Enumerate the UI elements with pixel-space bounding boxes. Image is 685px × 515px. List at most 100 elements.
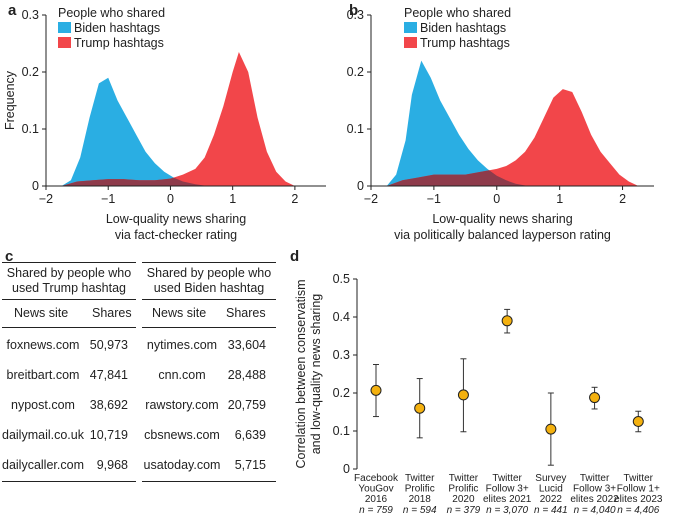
table-trump-col-shares: Shares bbox=[92, 306, 132, 320]
news-site-cell: foxnews.com bbox=[6, 338, 80, 352]
panel-a-xtick-label: −2 bbox=[39, 192, 53, 206]
study-label-line: Follow 3+ bbox=[573, 484, 616, 495]
study-label-line: elites 2021 bbox=[483, 494, 532, 505]
panel-d-ytick-label: 0.4 bbox=[333, 310, 350, 324]
study-sample-size: n = 4,040 bbox=[574, 505, 616, 515]
study-label-line: Follow 1+ bbox=[617, 484, 660, 495]
table-biden-header-rule bbox=[142, 299, 276, 300]
panel-a-xtick-label: 2 bbox=[291, 192, 298, 206]
panel-a-density-chart: People who shared Biden hashtags Trump h… bbox=[3, 6, 326, 242]
panel-b-xtick-label: −1 bbox=[427, 192, 441, 206]
table-trump-bottom-rule bbox=[2, 481, 136, 482]
panel-a-legend: People who shared Biden hashtags Trump h… bbox=[58, 6, 165, 50]
panel-b-legend: People who shared Biden hashtags Trump h… bbox=[404, 6, 511, 50]
study-sample-size: n = 594 bbox=[403, 505, 437, 515]
table-trump-title-line1: Shared by people who bbox=[6, 266, 132, 280]
panel-b-xlabel-line2: via politically balanced layperson ratin… bbox=[394, 228, 611, 242]
study-label-line: Twitter bbox=[580, 473, 610, 484]
panel-b-ytick-label: 0.1 bbox=[347, 122, 364, 136]
panel-b-xtick-label: 2 bbox=[619, 192, 626, 206]
news-site-cell: dailycaller.com bbox=[2, 458, 84, 472]
study-label-line: Prolific bbox=[448, 484, 478, 495]
shares-cell: 10,719 bbox=[89, 428, 128, 442]
news-site-cell: cnn.com bbox=[158, 368, 206, 382]
correlation-point bbox=[370, 384, 382, 396]
study-point-group bbox=[632, 410, 644, 433]
study-label-line: elites 2023 bbox=[614, 494, 663, 505]
table-biden-col-shares: Shares bbox=[226, 306, 266, 320]
correlation-point bbox=[545, 423, 557, 435]
legend-biden-label-b: Biden hashtags bbox=[420, 21, 506, 35]
table-trump-title-line2: used Trump hashtag bbox=[12, 281, 126, 295]
news-site-cell: nytimes.com bbox=[146, 338, 218, 352]
panel-b-xtick-label: 1 bbox=[556, 192, 563, 206]
legend-trump-swatch-b bbox=[404, 37, 417, 48]
table-biden-title-line2: used Biden hashtag bbox=[153, 281, 265, 295]
news-site-cell: cbsnews.com bbox=[144, 428, 220, 442]
study-label-line: Twitter bbox=[449, 473, 479, 484]
panel-b-ytick-label: 0 bbox=[357, 179, 364, 193]
study-sample-size: n = 379 bbox=[447, 505, 481, 515]
panel-a-xtick-label: 1 bbox=[229, 192, 236, 206]
study-label-line: Prolific bbox=[405, 484, 435, 495]
panel-b-density-chart: People who shared Biden hashtags Trump h… bbox=[347, 6, 654, 242]
correlation-point bbox=[632, 416, 644, 427]
panel-a-ytick-label: 0 bbox=[32, 179, 39, 193]
study-point-group bbox=[589, 386, 601, 410]
study-point-group bbox=[501, 308, 513, 334]
table-biden-col-site: News site bbox=[152, 306, 207, 320]
panel-d-ylabel-line2: and low-quality news sharing bbox=[309, 294, 323, 455]
table-trump-col-site: News site bbox=[14, 306, 69, 320]
panel-b-xtick-label: −2 bbox=[364, 192, 378, 206]
panel-a-trump-area bbox=[61, 52, 295, 186]
shares-cell: 5,715 bbox=[234, 458, 266, 472]
study-label-line: Twitter bbox=[405, 473, 435, 484]
study-label-line: elites 2022 bbox=[570, 494, 619, 505]
legend-title: People who shared bbox=[58, 6, 165, 20]
table-biden-hashtag: Shared by people who used Biden hashtag … bbox=[0, 0, 280, 515]
panel-a-ytick-label: 0.3 bbox=[22, 8, 39, 22]
study-point-group bbox=[414, 378, 426, 439]
shares-cell: 47,841 bbox=[89, 368, 128, 382]
study-label-line: 2018 bbox=[409, 494, 432, 505]
study-sample-size: n = 441 bbox=[534, 505, 568, 515]
panel-b-biden-area bbox=[386, 60, 529, 186]
correlation-point bbox=[501, 315, 513, 327]
study-label-line: Survey bbox=[535, 473, 566, 484]
shares-cell: 38,692 bbox=[89, 398, 128, 412]
panel-b-ytick-label: 0.3 bbox=[347, 8, 364, 22]
panel-d-ylabel-line1: Correlation between conservatism bbox=[294, 280, 308, 469]
table-biden-colhead-rule bbox=[142, 327, 276, 328]
shares-cell: 20,759 bbox=[227, 398, 266, 412]
news-site-cell: dailymail.co.uk bbox=[2, 428, 84, 442]
study-sample-size: n = 4,406 bbox=[617, 505, 659, 515]
panel-d-ytick-label: 0.3 bbox=[333, 348, 350, 362]
study-point-group bbox=[457, 358, 469, 433]
correlation-point bbox=[414, 402, 426, 414]
panel-label-d: d bbox=[290, 248, 300, 265]
table-trump-colhead-rule bbox=[2, 327, 136, 328]
panel-label-b: b bbox=[349, 2, 359, 19]
shares-cell: 9,968 bbox=[96, 458, 128, 472]
study-sample-size: n = 759 bbox=[359, 505, 393, 515]
study-label-line: Facebook bbox=[354, 473, 399, 484]
panel-a-xlabel-line1: Low-quality news sharing bbox=[106, 212, 246, 226]
study-sample-size: n = 3,070 bbox=[486, 505, 528, 515]
news-site-cell: breitbart.com bbox=[6, 368, 80, 382]
panel-b-xlabel-line1: Low-quality news sharing bbox=[432, 212, 572, 226]
panel-d-correlation-chart: 0 0.1 0.2 0.3 0.4 0.5 Correlation between cons… bbox=[294, 272, 663, 515]
legend-biden-swatch bbox=[58, 22, 71, 33]
table-biden-top-rule bbox=[142, 262, 276, 263]
study-label-line: Twitter bbox=[624, 473, 654, 484]
legend-biden-swatch-b bbox=[404, 22, 417, 33]
panel-b-trump-area bbox=[386, 89, 639, 186]
legend-title-b: People who shared bbox=[404, 6, 511, 20]
table-biden-bottom-rule bbox=[142, 481, 276, 482]
table-biden-title-line1: Shared by people who bbox=[146, 266, 272, 280]
panel-d-ytick-label: 0 bbox=[343, 462, 350, 476]
panel-a-xtick-label: −1 bbox=[101, 192, 115, 206]
panel-d-ytick-label: 0.5 bbox=[333, 272, 350, 286]
news-site-cell: usatoday.com bbox=[143, 458, 221, 472]
correlation-point bbox=[589, 392, 601, 404]
news-site-cell: rawstory.com bbox=[145, 398, 219, 412]
